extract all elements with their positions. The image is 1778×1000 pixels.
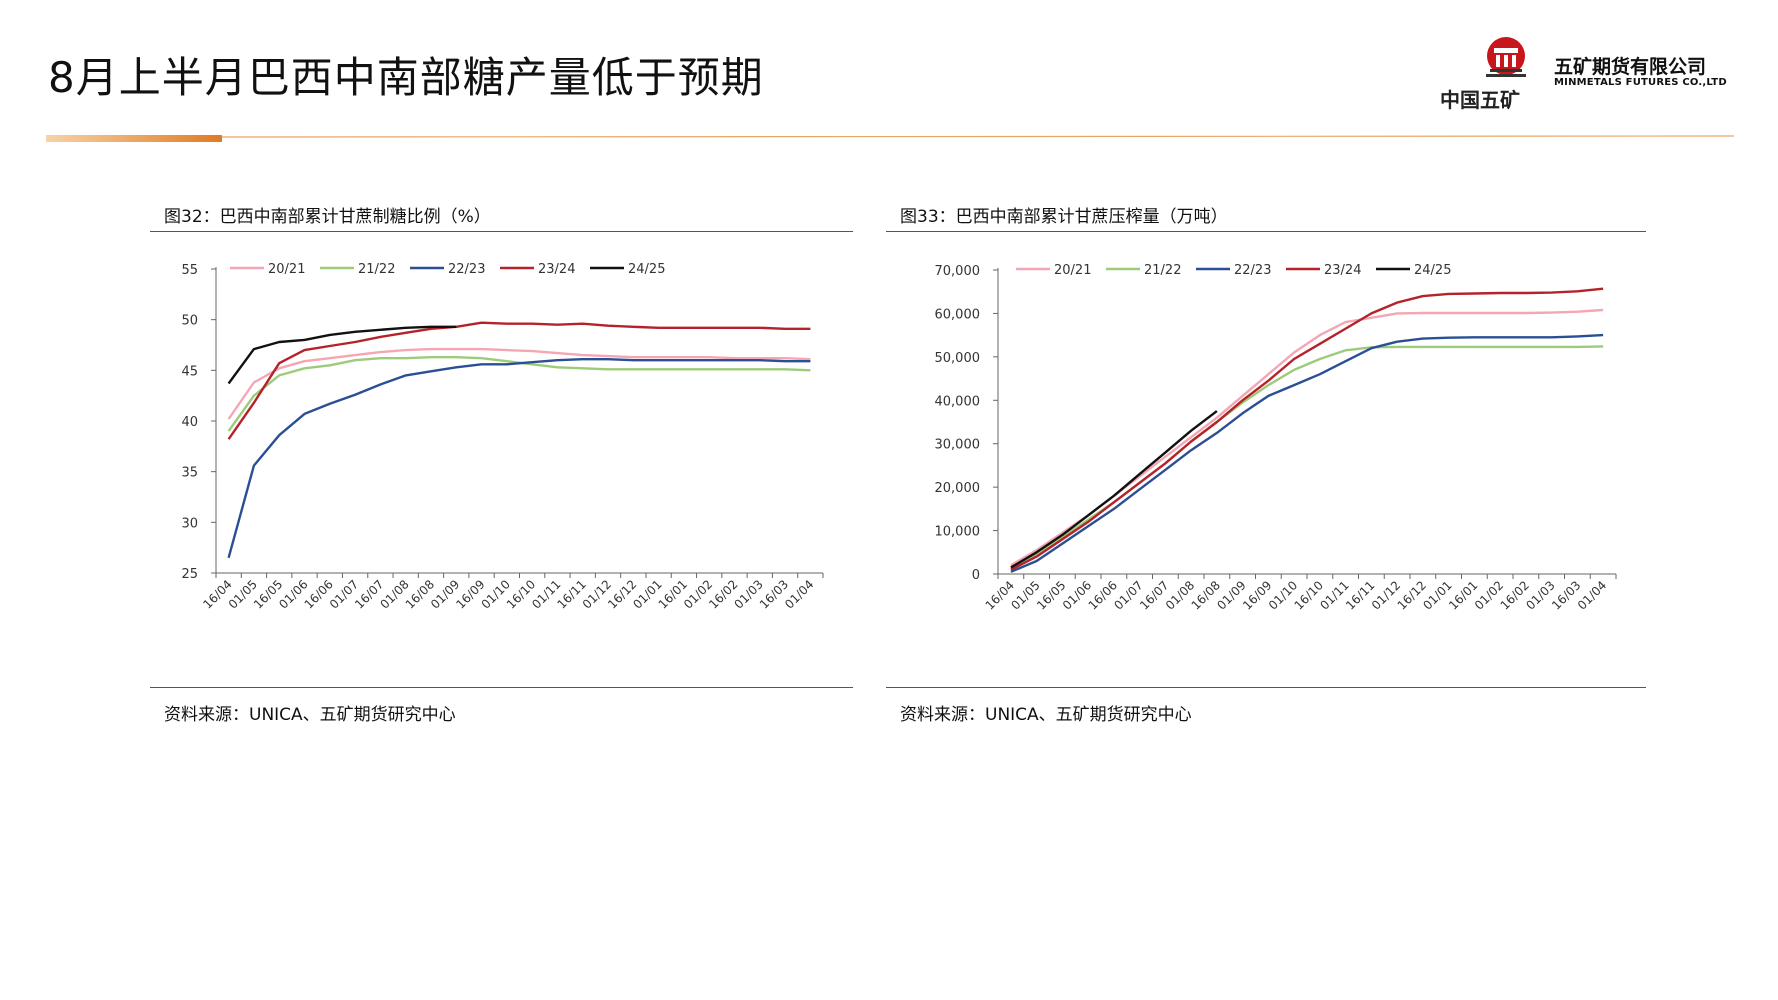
y-tick-label: 40 xyxy=(181,415,198,430)
company-logo: 中国五矿 五矿期货有限公司 MINMETALS FUTURES CO.,LTD xyxy=(1440,36,1740,116)
y-tick-label: 70,000 xyxy=(935,264,981,279)
panel-top-rule xyxy=(886,231,1646,232)
y-tick-label: 30 xyxy=(181,516,198,531)
legend-label: 23/24 xyxy=(1324,263,1361,278)
series-line-21-22 xyxy=(227,355,811,432)
logo-cn-name: 中国五矿 xyxy=(1440,88,1520,112)
series-line-20-21 xyxy=(1010,308,1604,567)
series-line-22-23 xyxy=(227,357,811,559)
series-line-24-25 xyxy=(1010,410,1218,569)
chart-panel-sugar-ratio: 图32：巴西中南部累计甘蔗制糖比例（%） 25 30 35 40 45 50 55 16/04… xyxy=(150,196,853,736)
series-line-23-24 xyxy=(227,321,811,440)
header-divider xyxy=(46,135,1735,142)
y-tick-label: 50,000 xyxy=(935,351,981,366)
y-tick-label: 35 xyxy=(181,466,198,481)
y-tick-label: 10,000 xyxy=(935,525,981,540)
legend-label: 21/22 xyxy=(358,262,395,277)
legend-label: 24/25 xyxy=(628,262,665,277)
x-tick-label: 01/04 xyxy=(1575,578,1609,612)
y-tick-label: 20,000 xyxy=(935,481,981,496)
y-tick-label: 40,000 xyxy=(935,394,981,409)
company-name-en: MINMETALS FUTURES CO.,LTD xyxy=(1554,77,1727,88)
sugar-ratio-chart: 2530354045505516/0401/0516/0501/0616/060… xyxy=(181,262,824,612)
series-line-22-23 xyxy=(1010,333,1604,573)
source-note: 资料来源：UNICA、五矿期货研究中心 xyxy=(164,705,456,725)
series-line-20-21 xyxy=(227,347,811,420)
page-title: 8月上半月巴西中南部糖产量低于预期 xyxy=(48,53,764,102)
panel-bottom-rule xyxy=(150,687,853,688)
y-tick-label: 60,000 xyxy=(935,307,981,322)
legend-label: 23/24 xyxy=(538,262,575,277)
source-note: 资料来源：UNICA、五矿期货研究中心 xyxy=(900,705,1192,725)
legend-label: 22/23 xyxy=(448,262,485,277)
series-line-23-24 xyxy=(1010,287,1604,571)
chart-panel-cane-crush: 图33：巴西中南部累计甘蔗压榨量（万吨） 0 10,000 20,000 30,000… xyxy=(886,196,1646,736)
company-name-cn: 五矿期货有限公司 xyxy=(1554,56,1707,78)
chart-title: 图33：巴西中南部累计甘蔗压榨量（万吨） xyxy=(900,207,1228,227)
y-tick-label: 45 xyxy=(181,364,198,379)
series-line-24-25 xyxy=(227,325,457,385)
y-tick-label: 50 xyxy=(181,314,198,329)
legend-label: 21/22 xyxy=(1144,263,1181,278)
y-tick-label: 25 xyxy=(181,567,198,582)
x-tick-label: 01/04 xyxy=(782,577,816,611)
minmetals-emblem-icon xyxy=(1486,37,1526,77)
y-tick-label: 30,000 xyxy=(935,438,981,453)
panel-top-rule xyxy=(150,231,853,232)
y-tick-label: 0 xyxy=(972,568,980,583)
panel-bottom-rule xyxy=(886,687,1646,688)
legend-label: 24/25 xyxy=(1414,263,1451,278)
cane-crush-chart: 0 10,000 20,000 30,000 40,000 50,000 60,000 70,… xyxy=(935,263,1617,613)
legend-label: 22/23 xyxy=(1234,263,1271,278)
legend-label: 20/21 xyxy=(268,262,305,277)
chart-title: 图32：巴西中南部累计甘蔗制糖比例（%） xyxy=(164,207,491,227)
legend-label: 20/21 xyxy=(1054,263,1091,278)
y-tick-label: 55 xyxy=(181,263,198,278)
